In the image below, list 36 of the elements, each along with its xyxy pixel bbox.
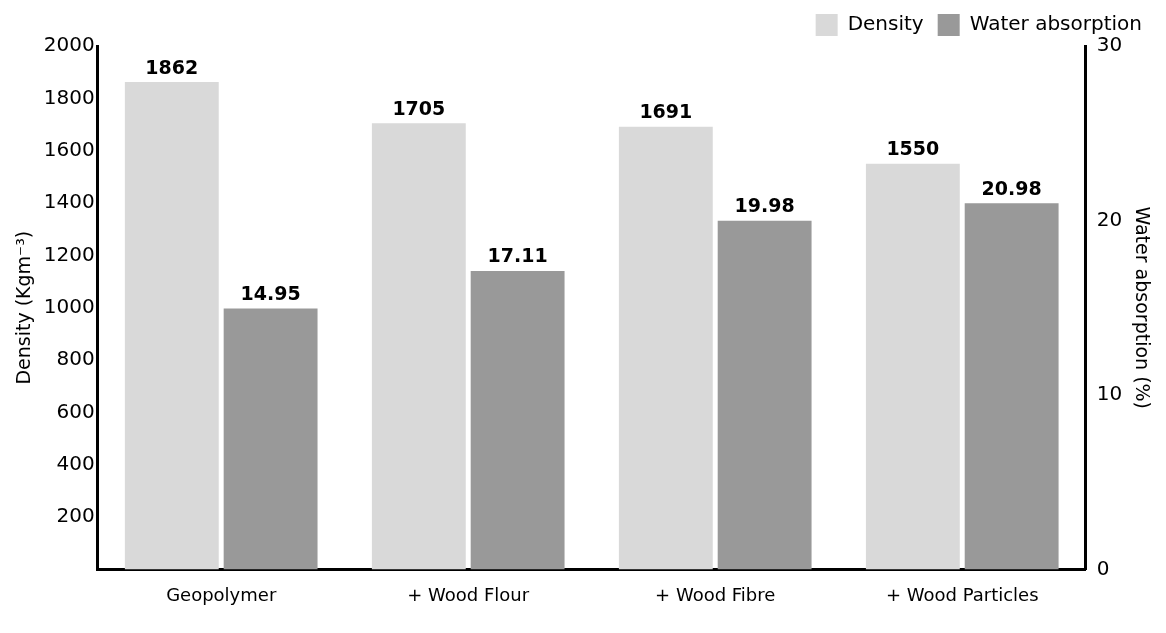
y-tick-label: 2000	[43, 32, 95, 57]
y2-tick-label: 0	[1096, 555, 1110, 580]
x-tick-label: + Wood Fibre	[655, 583, 776, 605]
text: 17.11	[487, 244, 548, 267]
text: 14.95	[240, 282, 301, 305]
text: 1691	[639, 100, 693, 123]
y2-tick-label: 20	[1096, 206, 1123, 231]
legend-label: Density	[847, 11, 924, 36]
x-tick-label: Geopolymer	[166, 583, 277, 605]
x-tick-label: + Wood Flour	[407, 583, 530, 605]
bar	[124, 82, 219, 570]
text: 20.98	[981, 176, 1042, 199]
y-tick-label: 1000	[43, 293, 95, 318]
y-axis-title: Density (Kgm⁻³)	[12, 230, 35, 385]
text: 1862	[145, 55, 199, 78]
bar	[865, 163, 960, 570]
y-tick-label: 1800	[43, 84, 95, 109]
text: 1550	[886, 137, 940, 160]
bar	[964, 203, 1059, 570]
x-tick-label: + Wood Particles	[885, 583, 1039, 605]
bar	[470, 270, 565, 570]
y-tick-label: 600	[56, 398, 95, 423]
bar	[223, 308, 318, 570]
y-tick-label: 800	[56, 346, 95, 371]
y-tick-label: 400	[56, 450, 95, 475]
y2-axis-title: Water absorption (%)	[1131, 206, 1154, 410]
bar	[618, 126, 713, 570]
y-tick-label: 1600	[43, 136, 95, 161]
text: 19.98	[734, 194, 795, 217]
y-tick-label: 200	[56, 503, 95, 528]
y-tick-label: 1200	[43, 241, 95, 266]
bar	[371, 123, 466, 570]
bar	[717, 220, 812, 570]
y2-tick-label: 10	[1096, 381, 1123, 406]
y-tick-label: 1400	[43, 189, 95, 214]
text: 1705	[392, 96, 446, 119]
